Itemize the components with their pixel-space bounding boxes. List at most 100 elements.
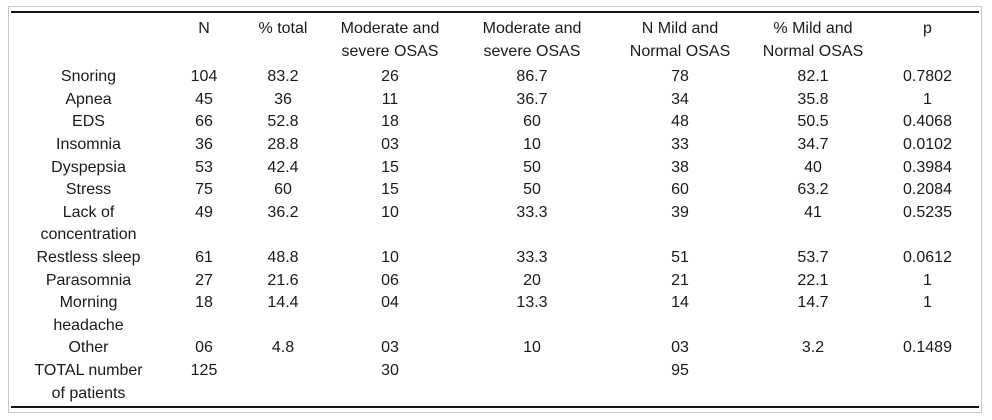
- header-cell-n-mod-severe: Moderate and severe OSAS: [340, 20, 440, 60]
- table-cell: 13.3: [516, 294, 548, 312]
- table-rules: N % total Moderate and severe OSAS Moder…: [11, 11, 979, 408]
- row-label: Dyspepsia: [51, 158, 126, 176]
- table-cell: 75: [195, 181, 213, 199]
- table-row: Lack of concentration 49 36.2 10 33.3 39 41 0.5…: [11, 202, 979, 247]
- table-cell: 21.6: [267, 271, 299, 289]
- table-cell: 26: [381, 68, 399, 86]
- table-cell: 40: [804, 158, 822, 176]
- table-row: Parasomnia 27 21.6 06 20 21 22.1 1: [11, 270, 979, 293]
- table-cell: 34: [671, 90, 689, 108]
- table-cell: 50: [523, 158, 541, 176]
- table-cell: 36.2: [267, 203, 299, 221]
- table-cell: 22.1: [797, 271, 829, 289]
- table-cell: 15: [381, 158, 399, 176]
- table-cell: 0.4068: [903, 113, 952, 131]
- table-cell: 51: [671, 248, 689, 266]
- table-cell: 41: [804, 203, 822, 221]
- table-cell: 36.7: [516, 90, 548, 108]
- table-cell: 10: [381, 248, 399, 266]
- table-cell: 45: [195, 90, 213, 108]
- table-cell: 3.2: [801, 339, 825, 357]
- table-cell: 53.7: [797, 248, 829, 266]
- row-label: Stress: [65, 181, 112, 199]
- header-cell-p-value: p: [923, 20, 932, 37]
- table-cell: 60: [671, 181, 689, 199]
- table-cell: 10: [381, 203, 399, 221]
- table-cell: 61: [195, 248, 213, 266]
- table-cell: 66: [195, 113, 213, 131]
- table-cell: 36: [274, 90, 292, 108]
- row-label: Other: [68, 339, 109, 357]
- table-container: N % total Moderate and severe OSAS Moder…: [8, 6, 982, 413]
- table-cell: 04: [381, 294, 399, 312]
- header-cell-symptom: [11, 13, 166, 66]
- osas-symptoms-table: N % total Moderate and severe OSAS Moder…: [11, 13, 979, 405]
- table-cell: 14.4: [267, 294, 299, 312]
- table-row: Other 06 4.8 03 10 03 3.2 0.1489: [11, 337, 979, 360]
- table-cell: 14: [671, 294, 689, 312]
- table-cell: 18: [381, 113, 399, 131]
- row-label: TOTAL number of patients: [34, 361, 143, 402]
- header-cell-pct-mod-severe: Moderate and severe OSAS: [482, 20, 582, 60]
- table-cell: 0.1489: [903, 339, 952, 357]
- header-row: N % total Moderate and severe OSAS Moder…: [11, 13, 979, 66]
- table-cell: 33.3: [516, 248, 548, 266]
- table-cell: 0.0102: [903, 135, 952, 153]
- table-cell: 30: [381, 361, 399, 379]
- table-cell: 60: [523, 113, 541, 131]
- row-label: Insomnia: [56, 135, 121, 153]
- table-cell: 10: [523, 339, 541, 357]
- header-cell-n: N: [198, 20, 210, 37]
- table-cell: 11: [381, 90, 399, 108]
- table-cell: 60: [274, 181, 292, 199]
- table-row: Stress 75 60 15 50 60 63.2 0.2084: [11, 179, 979, 202]
- table-cell: [874, 360, 979, 405]
- table-cell: 49: [195, 203, 213, 221]
- table-cell: 1: [923, 271, 932, 289]
- header-cell-pct-mild-normal: % Mild and Normal OSAS: [762, 20, 864, 60]
- table-cell: 82.1: [797, 68, 829, 86]
- table-cell: 48.8: [267, 248, 299, 266]
- row-label: Morning headache: [53, 294, 124, 334]
- row-label: Lack of concentration: [40, 203, 137, 244]
- table-cell: 06: [195, 339, 213, 357]
- table-cell: 53: [195, 158, 213, 176]
- table-row: EDS 66 52.8 18 60 48 50.5 0.4068: [11, 111, 979, 134]
- table-cell: 33.3: [516, 203, 548, 221]
- table-cell: 15: [381, 181, 399, 199]
- row-label: Restless sleep: [36, 248, 141, 266]
- table-cell: [752, 360, 874, 405]
- table-cell: 03: [671, 339, 689, 357]
- table-cell: 86.7: [516, 68, 548, 86]
- table-cell: 18: [195, 294, 213, 312]
- row-label: Snoring: [60, 68, 117, 86]
- table-cell: 0.3984: [903, 158, 952, 176]
- table-cell: 1: [923, 294, 932, 312]
- table-cell: 50: [523, 181, 541, 199]
- table-header: N % total Moderate and severe OSAS Moder…: [11, 13, 979, 66]
- table-cell: 63.2: [797, 181, 829, 199]
- table-cell: 4.8: [271, 339, 295, 357]
- table-cell: 28.8: [267, 135, 299, 153]
- header-cell-pct-total: % total: [258, 20, 308, 37]
- table-cell: 42.4: [267, 158, 299, 176]
- table-row: Snoring 104 83.2 26 86.7 78 82.1 0.7802: [11, 66, 979, 89]
- table-cell: [242, 360, 324, 405]
- table-cell: 1: [923, 90, 932, 108]
- table-row: Restless sleep 61 48.8 10 33.3 51 53.7 0.0612: [11, 247, 979, 270]
- table-cell: 52.8: [267, 113, 299, 131]
- header-cell-n-mild-normal: N Mild and Normal OSAS: [629, 20, 731, 60]
- table-cell: 10: [523, 135, 541, 153]
- table-cell: 27: [195, 271, 213, 289]
- table-cell: 20: [523, 271, 541, 289]
- table-cell: 36: [195, 135, 213, 153]
- table-row: TOTAL number of patients 125 30 95: [11, 360, 979, 405]
- table-cell: 39: [671, 203, 689, 221]
- row-label: EDS: [72, 113, 105, 131]
- table-cell: 78: [671, 68, 689, 86]
- table-cell: 14.7: [797, 294, 829, 312]
- table-row: Dyspepsia 53 42.4 15 50 38 40 0.3984: [11, 157, 979, 180]
- table-cell: 104: [190, 68, 218, 86]
- table-cell: 48: [671, 113, 689, 131]
